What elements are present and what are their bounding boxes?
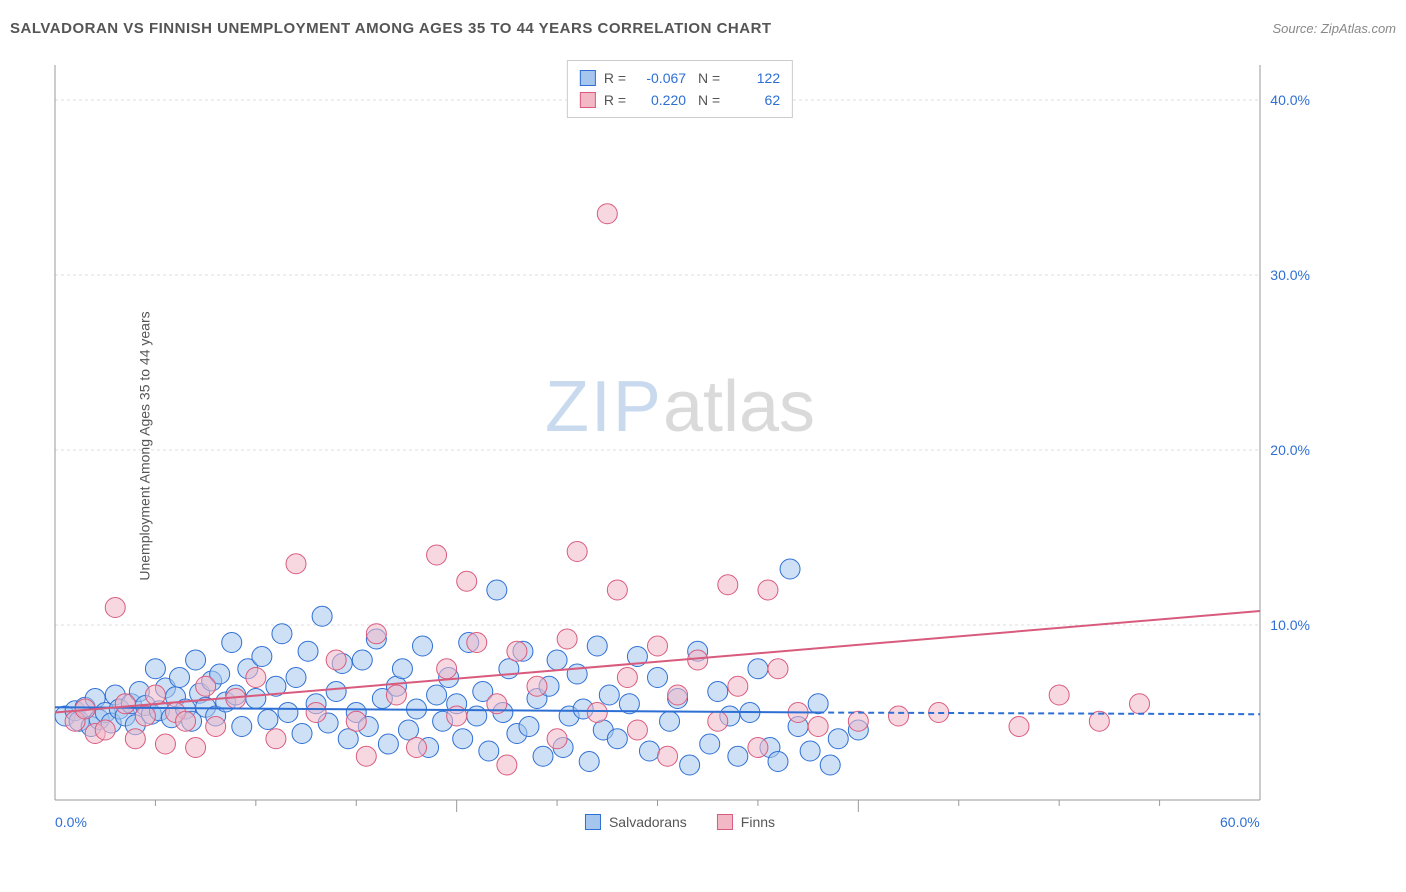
stats-row: R = 0.220 N = 62 bbox=[580, 89, 780, 111]
source-attribution: Source: ZipAtlas.com bbox=[1272, 21, 1396, 36]
stats-n-label: N = bbox=[694, 67, 720, 89]
stats-r-label: R = bbox=[604, 67, 626, 89]
stats-swatch bbox=[580, 70, 596, 86]
y-tick-label: 30.0% bbox=[1270, 267, 1310, 283]
legend-swatch bbox=[717, 814, 733, 830]
legend-swatch bbox=[585, 814, 601, 830]
scatter-plot bbox=[50, 60, 1310, 830]
stats-r-value: 0.220 bbox=[634, 89, 686, 111]
chart-area: ZIPatlas R = -0.067 N = 122 R = 0.220 N … bbox=[50, 60, 1310, 830]
chart-header: SALVADORAN VS FINNISH UNEMPLOYMENT AMONG… bbox=[10, 20, 1396, 37]
y-tick-label: 40.0% bbox=[1270, 92, 1310, 108]
legend-label: Salvadorans bbox=[609, 814, 687, 830]
y-tick-label: 20.0% bbox=[1270, 442, 1310, 458]
stats-r-label: R = bbox=[604, 89, 626, 111]
x-tick-label: 60.0% bbox=[1220, 814, 1260, 830]
legend-item: Salvadorans bbox=[585, 814, 687, 830]
legend-item: Finns bbox=[717, 814, 775, 830]
x-tick-label: 0.0% bbox=[55, 814, 87, 830]
y-tick-label: 10.0% bbox=[1270, 617, 1310, 633]
stats-n-value: 62 bbox=[728, 89, 780, 111]
stats-row: R = -0.067 N = 122 bbox=[580, 67, 780, 89]
correlation-stats-box: R = -0.067 N = 122 R = 0.220 N = 62 bbox=[567, 60, 793, 118]
stats-n-label: N = bbox=[694, 89, 720, 111]
chart-legend: Salvadorans Finns bbox=[585, 814, 775, 830]
stats-swatch bbox=[580, 92, 596, 108]
legend-label: Finns bbox=[741, 814, 775, 830]
stats-n-value: 122 bbox=[728, 67, 780, 89]
chart-title: SALVADORAN VS FINNISH UNEMPLOYMENT AMONG… bbox=[10, 20, 772, 37]
stats-r-value: -0.067 bbox=[634, 67, 686, 89]
